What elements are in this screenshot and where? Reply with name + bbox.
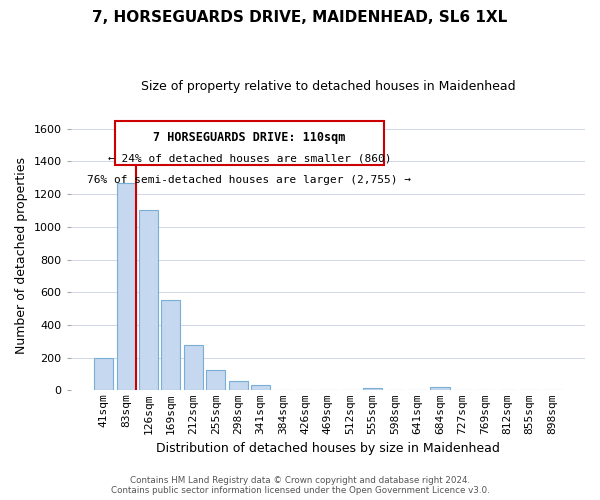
Y-axis label: Number of detached properties: Number of detached properties <box>15 157 28 354</box>
Bar <box>161 300 181 390</box>
Bar <box>251 386 270 390</box>
Text: ← 24% of detached houses are smaller (860): ← 24% of detached houses are smaller (86… <box>107 154 391 164</box>
Bar <box>363 388 382 390</box>
Bar <box>206 370 225 390</box>
Bar <box>116 182 136 390</box>
X-axis label: Distribution of detached houses by size in Maidenhead: Distribution of detached houses by size … <box>156 442 500 455</box>
Text: 7, HORSEGUARDS DRIVE, MAIDENHEAD, SL6 1XL: 7, HORSEGUARDS DRIVE, MAIDENHEAD, SL6 1X… <box>92 10 508 25</box>
Bar <box>430 387 449 390</box>
Bar <box>139 210 158 390</box>
FancyBboxPatch shape <box>115 122 384 164</box>
Bar <box>94 358 113 390</box>
Text: Contains HM Land Registry data © Crown copyright and database right 2024.
Contai: Contains HM Land Registry data © Crown c… <box>110 476 490 495</box>
Bar <box>229 380 248 390</box>
Title: Size of property relative to detached houses in Maidenhead: Size of property relative to detached ho… <box>140 80 515 93</box>
Text: 76% of semi-detached houses are larger (2,755) →: 76% of semi-detached houses are larger (… <box>88 176 412 186</box>
Text: 7 HORSEGUARDS DRIVE: 110sqm: 7 HORSEGUARDS DRIVE: 110sqm <box>153 131 346 144</box>
Bar <box>184 346 203 391</box>
